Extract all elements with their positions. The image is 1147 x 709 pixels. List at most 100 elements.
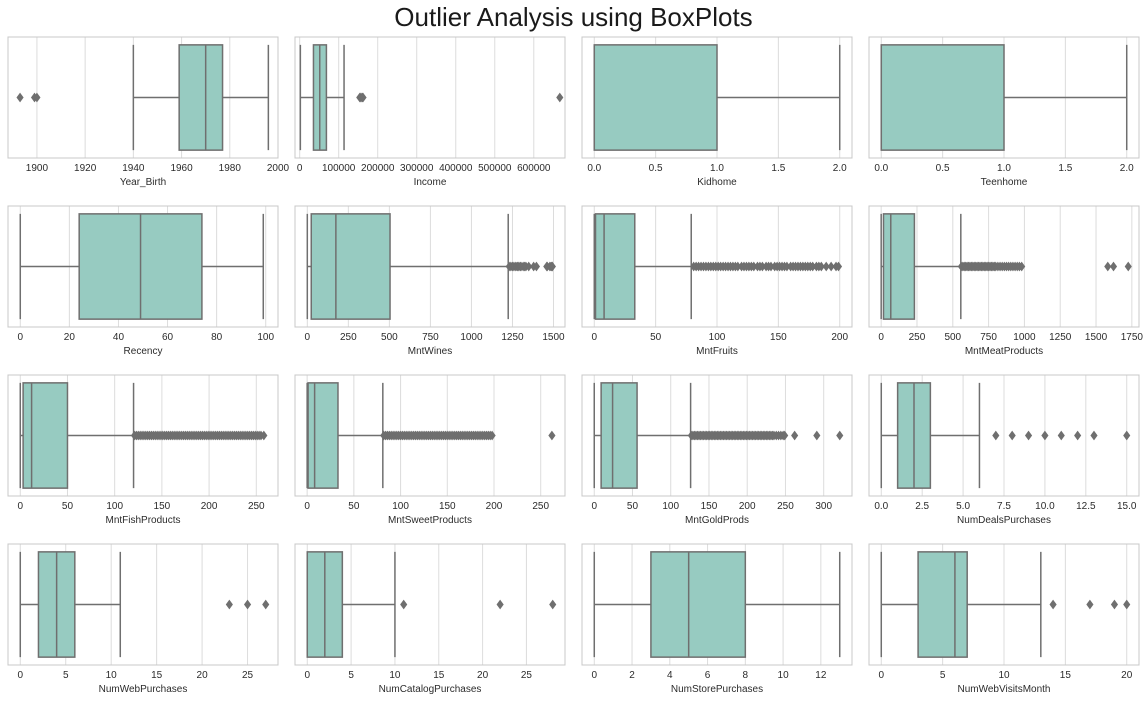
- iqr-box: [650, 551, 747, 658]
- outlier-point: [243, 599, 252, 610]
- tick-label: 25: [521, 670, 533, 681]
- axes-frame: [868, 36, 1140, 159]
- tick-label: 0.0: [587, 163, 601, 174]
- outlier-point: [532, 261, 541, 272]
- tick-label: 100000: [322, 163, 356, 174]
- outlier-point: [548, 430, 556, 441]
- axis-label: NumCatalogPurchases: [379, 684, 482, 695]
- tick-label: 600000: [517, 163, 551, 174]
- tick-label: 300: [815, 501, 832, 512]
- tick-label: 10.0: [1035, 501, 1055, 512]
- tick-label: 10: [389, 670, 401, 681]
- axis-label: Recency: [124, 346, 163, 357]
- tick-label: 10: [778, 670, 790, 681]
- outlier-point: [1104, 261, 1112, 272]
- tick-label: 2.0: [833, 163, 847, 174]
- axes-frame: [294, 36, 566, 159]
- tick-label: 250: [777, 501, 794, 512]
- tick-label: 0: [304, 670, 310, 681]
- outlier-point: [549, 599, 557, 610]
- tick-label: 1900: [26, 163, 49, 174]
- tick-label: 12: [815, 670, 827, 681]
- axes-frame: [868, 205, 1140, 328]
- outlier-point: [834, 261, 843, 272]
- tick-label: 0: [17, 670, 23, 681]
- tick-label: 20: [64, 332, 76, 343]
- outlier-point: [1008, 430, 1016, 441]
- outlier-point: [262, 599, 270, 610]
- axes-frame: [7, 36, 279, 159]
- axis-label: NumDealsPurchases: [957, 515, 1051, 526]
- axis-label: Teenhome: [981, 177, 1028, 188]
- subplot-numdealspurchases: 0.0 2.5 5.0 7.5 10.0 12.5 15.0 NumDealsPurchase…: [868, 374, 1140, 526]
- outlier-point: [827, 261, 835, 272]
- outlier-point: [822, 261, 830, 272]
- axes-frame: [581, 205, 853, 328]
- tick-label: 50: [348, 501, 360, 512]
- outlier-point: [1090, 430, 1098, 441]
- tick-label: 2000: [267, 163, 290, 174]
- tick-label: 0: [878, 670, 884, 681]
- outlier-point: [813, 430, 821, 441]
- tick-label: 10: [106, 670, 118, 681]
- axis-label: MntGoldProds: [685, 515, 749, 526]
- tick-label: 250: [248, 501, 265, 512]
- outlier-point: [1123, 430, 1131, 441]
- tick-label: 5: [348, 670, 354, 681]
- tick-label: 2.5: [915, 501, 929, 512]
- outlier-point: [1018, 261, 1026, 272]
- outlier-point: [488, 430, 496, 441]
- tick-label: 200: [739, 501, 756, 512]
- tick-label: 500: [381, 332, 398, 343]
- outlier-point: [817, 261, 825, 272]
- outlier-point: [992, 430, 1000, 441]
- tick-label: 15: [1060, 670, 1072, 681]
- subplot-mntfruits: 0 50 100 150 200 MntFruits: [581, 205, 853, 357]
- outlier-point: [1124, 261, 1132, 272]
- tick-label: 250: [532, 501, 549, 512]
- tick-label: 50: [650, 332, 662, 343]
- subplot-mntsweetproducts: 0 50 100 150 200 250 MntSweetProducts: [294, 374, 566, 526]
- axes-frame: [581, 36, 853, 159]
- axis-label: NumWebVisitsMonth: [958, 684, 1051, 695]
- iqr-box: [882, 213, 916, 320]
- outlier-point: [781, 430, 789, 441]
- outlier-point: [556, 92, 564, 103]
- subplot-year_birth: 1900 1920 1940 1960 1980 2000 Year_Birth: [7, 36, 290, 188]
- tick-label: 6: [705, 670, 711, 681]
- subplot-numwebpurchases: 0 5 10 15 20 25 NumWebPurchases: [7, 543, 279, 695]
- axes-frame: [868, 374, 1140, 497]
- tick-label: 100: [392, 501, 409, 512]
- outlier-point: [1086, 599, 1094, 610]
- iqr-box: [310, 213, 391, 320]
- tick-label: 0.5: [649, 163, 663, 174]
- subplot-income: 0 100000 200000 300000 400000 500000 600000 Inc…: [294, 36, 566, 188]
- axis-label: MntMeatProducts: [965, 346, 1043, 357]
- axis-label: MntFishProducts: [105, 515, 180, 526]
- tick-label: 2.0: [1120, 163, 1134, 174]
- tick-label: 750: [980, 332, 997, 343]
- subplot-kidhome: 0.0 0.5 1.0 1.5 2.0 Kidhome: [581, 36, 853, 188]
- tick-label: 0: [305, 332, 311, 343]
- tick-label: 1500: [542, 332, 565, 343]
- axis-label: NumStorePurchases: [671, 684, 763, 695]
- iqr-box: [593, 44, 718, 151]
- tick-label: 60: [162, 332, 174, 343]
- axes-frame: [294, 543, 566, 666]
- outlier-point: [33, 92, 41, 103]
- outlier-point: [16, 92, 24, 103]
- axes-frame: [294, 205, 566, 328]
- tick-label: 8: [743, 670, 749, 681]
- tick-label: 0: [591, 332, 597, 343]
- tick-label: 10: [998, 670, 1010, 681]
- tick-label: 20: [197, 670, 209, 681]
- tick-label: 0: [17, 332, 23, 343]
- iqr-box: [22, 382, 69, 489]
- outlier-point: [836, 430, 844, 441]
- tick-label: 150: [154, 501, 171, 512]
- subplot-mntmeatproducts: 0 250 500 750 1000 1250 1500 1750 MntMeatProduct…: [868, 205, 1143, 357]
- tick-label: 7.5: [997, 501, 1011, 512]
- outlier-point: [1110, 599, 1119, 610]
- outlier-point: [225, 599, 233, 610]
